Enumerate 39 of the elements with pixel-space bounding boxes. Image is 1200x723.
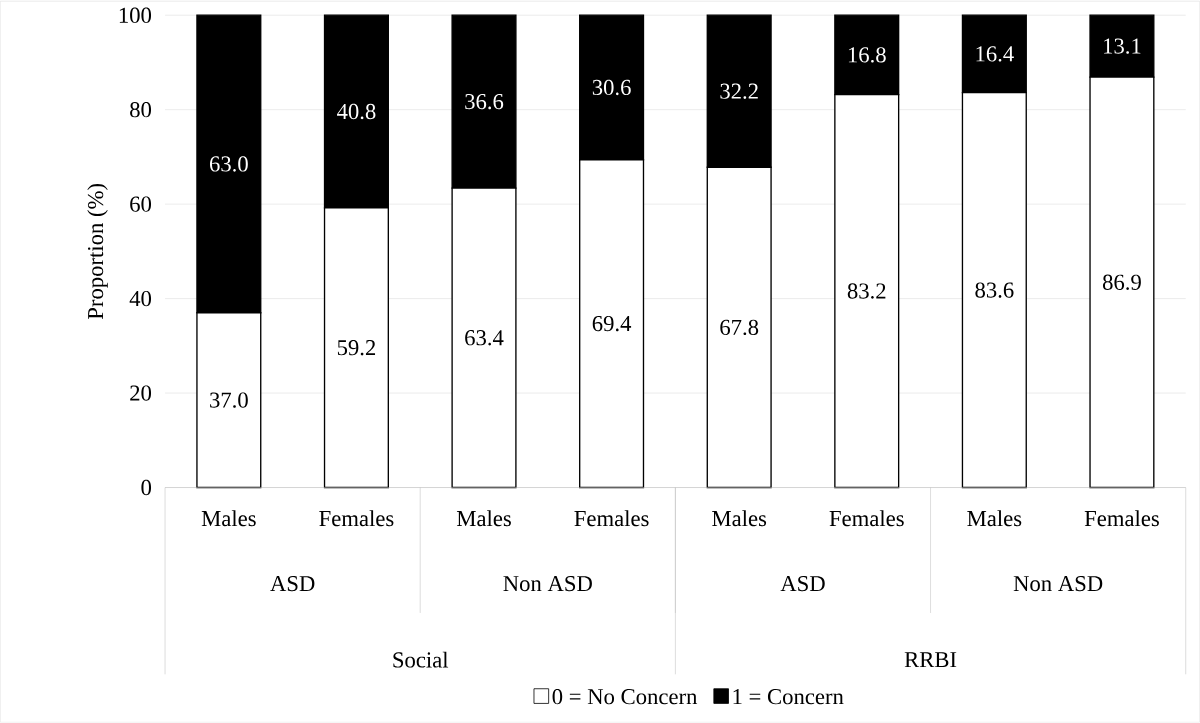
x-tick-label: Males bbox=[967, 510, 1022, 527]
data-label: 37.0 bbox=[210, 392, 248, 409]
data-label: 36.6 bbox=[465, 94, 504, 110]
text: Social bbox=[393, 651, 449, 668]
y-tick-label: 80 bbox=[130, 102, 152, 118]
data-label: 86.9 bbox=[1102, 274, 1141, 291]
x-tick-label: Males bbox=[712, 510, 767, 527]
x-tick-label: Females bbox=[829, 510, 904, 527]
data-label: 16.8 bbox=[848, 47, 886, 63]
text: ASD bbox=[270, 576, 315, 592]
data-label: 32.2 bbox=[720, 83, 758, 100]
data-label: 40.8 bbox=[337, 104, 376, 120]
text: RRBI bbox=[904, 652, 957, 668]
data-label: 59.2 bbox=[337, 340, 376, 356]
data-label: 63.4 bbox=[465, 330, 504, 346]
x-tick-label: Females bbox=[1084, 510, 1159, 527]
y-tick-label: 60 bbox=[130, 196, 152, 212]
y-tick-label: 20 bbox=[130, 385, 152, 401]
text: Non ASD bbox=[1013, 576, 1103, 592]
text: ASD bbox=[780, 576, 825, 592]
y-tick-label: 40 bbox=[129, 291, 152, 307]
data-label: 83.6 bbox=[975, 282, 1014, 298]
text: Non ASD bbox=[503, 576, 592, 592]
data-label: 30.6 bbox=[592, 79, 631, 96]
y-tick-label: 100 bbox=[119, 7, 152, 24]
x-tick-label: Males bbox=[201, 510, 256, 527]
data-label: 67.8 bbox=[720, 319, 759, 336]
y-axis-title: Proportion (%) bbox=[87, 184, 108, 320]
data-label: 83.2 bbox=[847, 283, 886, 299]
data-label: 16.4 bbox=[976, 46, 1014, 62]
x-tick-label: Females bbox=[319, 510, 394, 527]
x-tick-label: Males bbox=[456, 510, 511, 527]
legend-label: 0 = No Concern bbox=[552, 689, 698, 705]
legend-label: 1 = Concern bbox=[733, 689, 844, 705]
data-label: 63.0 bbox=[209, 156, 248, 172]
data-label: 69.4 bbox=[592, 316, 632, 332]
data-label: 13.1 bbox=[1104, 38, 1141, 54]
y-tick-label: 0 bbox=[141, 480, 152, 496]
x-tick-label: Females bbox=[574, 510, 649, 527]
